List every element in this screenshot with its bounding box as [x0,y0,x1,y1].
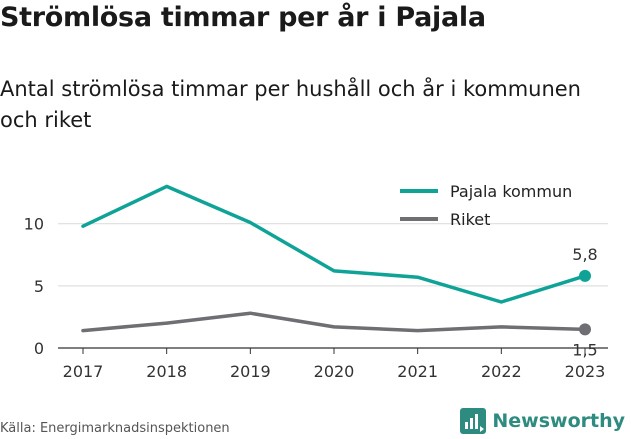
series-end-point [579,269,591,282]
newsworthy-logo-icon [460,408,487,434]
y-tick-label: 0 [34,339,44,358]
y-tick-label: 5 [34,277,44,296]
x-tick-label: 2022 [481,362,522,381]
x-tick-label: 2023 [565,362,606,381]
legend-label[interactable]: Pajala kommun [450,182,572,201]
brand-name: Newsworthy [492,410,625,432]
legend-label[interactable]: Riket [450,210,490,229]
source-note: Källa: Energimarknadsinspektionen [0,421,230,436]
x-tick-label: 2018 [146,362,187,381]
series-end-point [579,323,591,336]
x-tick-label: 2019 [230,362,271,381]
x-tick-label: 2021 [397,362,438,381]
series-line-pajala [81,184,587,304]
y-tick-label: 10 [24,215,44,234]
chart-subtitle: Antal strömlösa timmar per hushåll och å… [0,77,581,132]
end-value-label-pajala: 5,8 [572,245,597,264]
series-line-riket [81,311,587,333]
x-tick-label: 2017 [63,362,104,381]
x-tick-label: 2020 [314,362,355,381]
chart-title: Strömlösa timmar per år i Pajala [0,2,486,33]
end-value-label-riket: 1,5 [572,340,597,359]
brand-logo[interactable]: Newsworthy [460,408,625,434]
